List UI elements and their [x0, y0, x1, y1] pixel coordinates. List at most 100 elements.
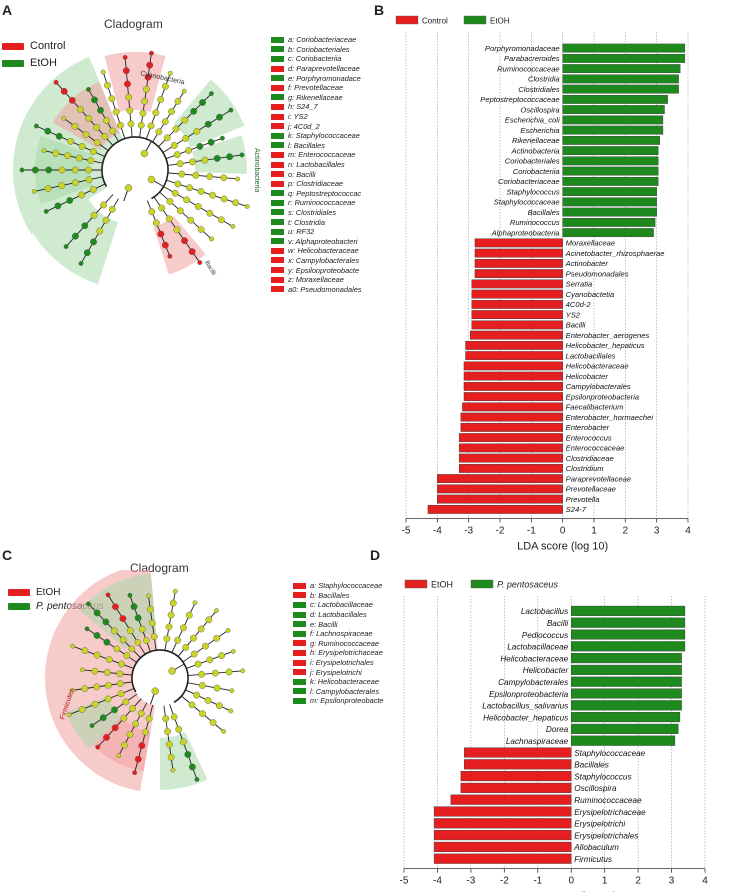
- tree-node: [126, 627, 134, 634]
- legend-c-ppentosaceus: P. pentosaceus: [8, 601, 104, 612]
- tree-node: [58, 182, 66, 189]
- bar-label: Prevotellaceae: [566, 485, 616, 494]
- key-swatch: [271, 36, 284, 43]
- tree-node: [90, 148, 97, 155]
- legend-c-ppentosaceus-label: P. pentosaceus: [36, 601, 104, 612]
- tree-node: [93, 632, 101, 639]
- tree-node: [172, 588, 178, 594]
- legend-c-etoh-label: EtOH: [36, 587, 61, 598]
- key-item: l: Bacillales: [271, 141, 362, 151]
- key-label: k: Staphylococcaceae: [288, 131, 360, 141]
- tree-node: [208, 91, 214, 97]
- key-swatch: [271, 228, 284, 235]
- key-swatch: [271, 132, 284, 139]
- key-swatch: [293, 621, 306, 628]
- x-tick-label: 4: [702, 876, 708, 887]
- tree-node: [71, 166, 79, 174]
- tree-node: [190, 107, 198, 115]
- tree-node: [188, 701, 196, 709]
- key-swatch: [293, 630, 306, 637]
- tree-node: [240, 668, 246, 674]
- tree-node: [148, 208, 156, 216]
- key-label: e: Bacilli: [310, 619, 338, 629]
- tree-node: [244, 204, 250, 209]
- key-swatch: [271, 286, 284, 293]
- key-item: h: S24_7: [271, 102, 362, 112]
- tree-node: [209, 191, 216, 199]
- lda-bar: [460, 771, 572, 782]
- tree-node: [54, 202, 62, 210]
- key-swatch: [271, 209, 284, 216]
- tree-node: [187, 216, 195, 224]
- key-item: f: Lachnospiraceae: [293, 629, 384, 639]
- x-tick-label: -3: [466, 876, 475, 887]
- bar-label: Escherichia_coli: [505, 116, 560, 125]
- tree-node: [206, 209, 214, 217]
- tree-node: [119, 636, 127, 644]
- x-tick-label: -3: [464, 526, 473, 537]
- key-swatch: [271, 276, 284, 283]
- legend-label: EtOH: [431, 580, 453, 590]
- bar-label: Lactobacillus_salivarius: [482, 702, 568, 711]
- tree-node: [116, 670, 124, 678]
- tree-node: [163, 635, 171, 643]
- key-item: g: Rikenellaceae: [271, 93, 362, 103]
- bar-label: Cyanobactetia: [566, 290, 615, 299]
- lda-bar: [474, 238, 563, 248]
- lda-bar: [571, 712, 681, 723]
- key-item: y: Epsilonproteobacte: [271, 265, 362, 275]
- lda-bar: [562, 176, 659, 186]
- bar-label: S24-7: [566, 505, 587, 514]
- tree-node: [85, 115, 92, 122]
- tree-node: [124, 80, 131, 88]
- legend-swatch-green: [2, 59, 24, 67]
- lda-bar: [460, 412, 563, 422]
- key-label: j: Erysipelotrichi: [310, 667, 362, 677]
- key-label: u: RF32: [288, 227, 315, 237]
- legend-swatch-green: [8, 603, 30, 610]
- tree-node: [167, 611, 175, 619]
- tree-node: [188, 248, 196, 256]
- key-item: t: Clostridia: [271, 217, 362, 227]
- tree-node: [235, 176, 241, 182]
- tree-node: [185, 611, 193, 619]
- tree-node: [82, 131, 90, 138]
- lda-bar: [571, 676, 682, 687]
- lda-bar: [562, 74, 679, 84]
- bar-label: Enterobacter_hormaechei: [566, 413, 654, 422]
- tree-node: [144, 73, 152, 81]
- tree-node: [134, 755, 142, 763]
- key-swatch: [271, 113, 284, 120]
- tree-node: [183, 196, 191, 204]
- legend-swatch-red: [8, 589, 30, 596]
- lda-bar: [571, 735, 676, 746]
- key-item: d: Lactobacillales: [293, 610, 384, 620]
- cladogram-a: Cyanobacteria Actinobacteria Bacilli: [12, 50, 260, 285]
- tree-node: [196, 143, 204, 150]
- key-item: r: Ruminococcaceae: [271, 198, 362, 208]
- tree-node: [87, 157, 95, 165]
- tree-node: [157, 230, 165, 238]
- tree-node: [104, 81, 111, 89]
- lda-bar: [465, 340, 563, 350]
- tree-node: [174, 180, 182, 188]
- tree-node: [239, 152, 245, 158]
- tree-node: [142, 728, 149, 736]
- legend-label: Control: [422, 17, 448, 26]
- tree-node: [83, 249, 91, 257]
- tree-node: [80, 667, 85, 673]
- tree-node: [137, 709, 145, 717]
- tree-node: [128, 645, 136, 653]
- bar-label: Lactobacillaceae: [507, 643, 568, 652]
- key-label: b: Coriobacteriales: [288, 44, 350, 54]
- key-item: c: Coriobacteriia: [271, 54, 362, 64]
- lda-bar: [562, 135, 661, 145]
- bar-label: Paraprevotellaceae: [566, 474, 631, 483]
- key-label: a0: Pseudomonadales: [288, 284, 362, 294]
- tree-node: [199, 99, 206, 106]
- key-item: l: Campylobacterales: [293, 687, 384, 697]
- tree-node: [93, 609, 101, 617]
- tree-node: [182, 134, 190, 142]
- tree-node: [216, 113, 223, 121]
- tree-node: [66, 712, 72, 718]
